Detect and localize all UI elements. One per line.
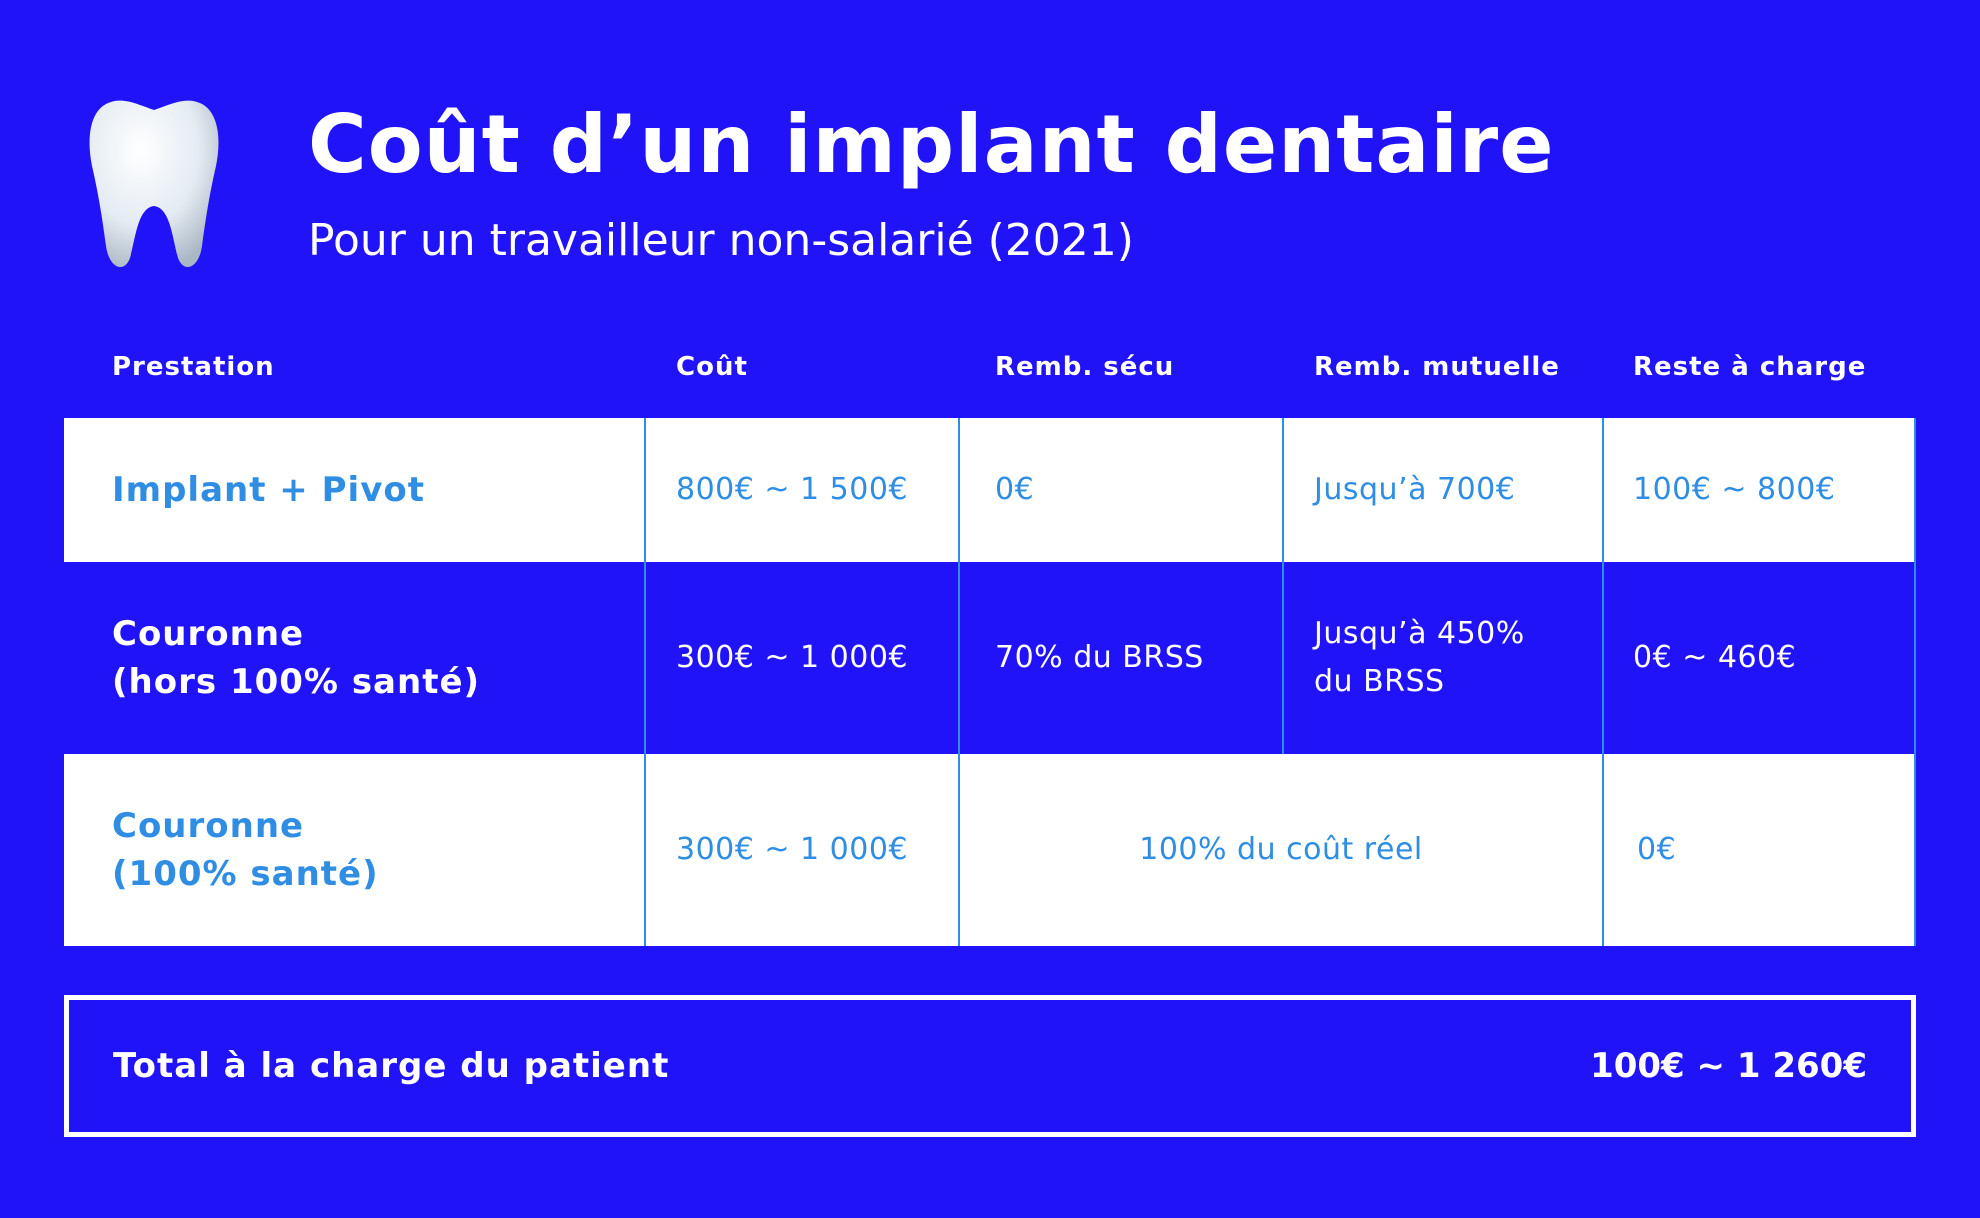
column-header-cout: Coût bbox=[676, 352, 748, 382]
cout-cell: 300€ ~ 1 000€ bbox=[676, 640, 909, 675]
column-divider bbox=[958, 754, 960, 946]
remb-merged-cell: 100% du coût réel bbox=[1139, 832, 1423, 867]
prestation-label-line1: Couronne bbox=[112, 806, 305, 846]
prestation-label-line2: (hors 100% santé) bbox=[112, 662, 481, 702]
column-divider bbox=[1602, 562, 1604, 754]
reste-cell: 0€ bbox=[1637, 832, 1677, 867]
column-divider bbox=[1282, 418, 1284, 562]
remb-secu-cell: 70% du BRSS bbox=[995, 640, 1204, 675]
remb-mutuelle-cell: Jusqu’à 700€ bbox=[1314, 418, 1515, 562]
column-divider bbox=[1914, 754, 1916, 946]
prestation-cell: Couronne (hors 100% santé) bbox=[112, 562, 480, 754]
total-value: 100€ ~ 1 260€ bbox=[1590, 1046, 1867, 1086]
remb-mutuelle-line1: Jusqu’à 450% bbox=[1314, 616, 1525, 651]
column-divider bbox=[1602, 418, 1604, 562]
cout-cell: 800€ ~ 1 500€ bbox=[676, 472, 909, 507]
tooth-icon bbox=[89, 100, 219, 268]
prestation-cell: Implant + Pivot bbox=[112, 418, 425, 562]
column-divider bbox=[644, 562, 646, 754]
page-title: Coût d’un implant dentaire bbox=[308, 98, 1555, 191]
column-divider bbox=[1914, 418, 1916, 562]
column-header-reste: Reste à charge bbox=[1633, 352, 1867, 382]
remb-mutuelle-cell: Jusqu’à 450% du BRSS bbox=[1314, 562, 1525, 754]
total-label: Total à la charge du patient bbox=[113, 1046, 670, 1086]
column-header-prestation: Prestation bbox=[112, 352, 275, 382]
column-divider bbox=[644, 754, 646, 946]
column-header-remb-mutuelle: Remb. mutuelle bbox=[1314, 352, 1560, 382]
cout-cell: 300€ ~ 1 000€ bbox=[676, 832, 909, 867]
column-divider bbox=[644, 418, 646, 562]
column-divider bbox=[1602, 754, 1604, 946]
table-row: Couronne (hors 100% santé) 300€ ~ 1 000€… bbox=[64, 562, 1916, 754]
prestation-label-line1: Couronne bbox=[112, 614, 305, 654]
table-row: Implant + Pivot 800€ ~ 1 500€ 0€ Jusqu’à… bbox=[64, 418, 1916, 562]
reste-cell: 0€ ~ 460€ bbox=[1633, 640, 1797, 675]
page-subtitle: Pour un travailleur non-salarié (2021) bbox=[308, 215, 1134, 266]
remb-mutuelle-line2: du BRSS bbox=[1314, 664, 1445, 699]
total-box: Total à la charge du patient 100€ ~ 1 26… bbox=[64, 995, 1916, 1137]
reste-cell: 100€ ~ 800€ bbox=[1633, 472, 1836, 507]
column-divider bbox=[1914, 562, 1916, 754]
remb-mutuelle-text: Jusqu’à 700€ bbox=[1314, 472, 1516, 507]
column-divider bbox=[958, 418, 960, 562]
prestation-label: Implant + Pivot bbox=[112, 470, 425, 510]
column-header-remb-secu: Remb. sécu bbox=[995, 352, 1175, 382]
remb-secu-cell: 0€ bbox=[995, 472, 1035, 507]
column-divider bbox=[958, 562, 960, 754]
prestation-label-line2: (100% santé) bbox=[112, 854, 379, 894]
column-divider bbox=[1282, 562, 1284, 754]
table-row: Couronne (100% santé) 300€ ~ 1 000€ 100%… bbox=[64, 754, 1916, 946]
prestation-cell: Couronne (100% santé) bbox=[112, 754, 379, 946]
